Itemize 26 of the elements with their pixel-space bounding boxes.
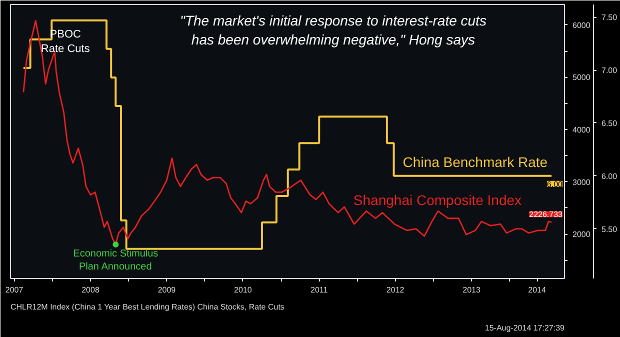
series-label: Shanghai Composite Index [353,192,522,208]
y2-tick-label: 5.50 [602,224,618,234]
text: CHLR12M Index (China 1 Year Best Lending Rates) China Stocks, Rate Cuts [10,302,284,312]
x-tick-label: 2011 [310,286,328,294]
x-tick-label: 2012 [386,286,405,294]
y2-tick-label: 6.50 [602,118,618,128]
x-tick-label: 2008 [82,286,100,294]
x-tick-label: 2009 [158,286,176,294]
x-tick-label: 2007 [5,286,24,294]
y2-tick-label: 6.00 [602,172,618,181]
y-tick-label: 4000 [572,125,591,134]
y-tick-label: 5000 [572,73,591,82]
series-label: China Benchmark Rate [402,154,548,170]
data-label: 2226.733 [529,210,564,220]
annotation: "The market's initial response to interest-rate cuts has been overwhelming negative," Hong says [180,12,486,48]
y-tick-label: 3000 [572,178,591,187]
y-tick-label: 6000 [572,20,591,30]
x-tick-label: 2010 [234,286,252,294]
x-tick-label: 2013 [462,286,481,294]
y2-tick-label: 7.00 [602,66,618,76]
y2-tick-label: 7.50 [602,13,618,22]
annotation: Economic Stimulus Plan Announced [73,248,158,273]
x-tick-label: 2014 [528,286,547,294]
text: 15-Aug-2014 17:27:39 [484,324,566,332]
data-label: 6.00 [546,180,564,189]
y-tick-label: 2000 [572,230,591,240]
